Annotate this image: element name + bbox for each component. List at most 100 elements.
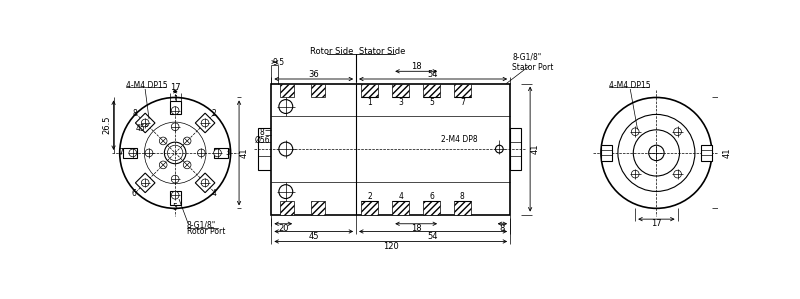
Bar — [310, 201, 325, 214]
Bar — [423, 84, 440, 97]
Polygon shape — [195, 173, 215, 193]
Bar — [258, 128, 271, 170]
Text: 20: 20 — [278, 224, 289, 233]
Circle shape — [164, 142, 186, 164]
Text: 8-G1/8"
Stator Port: 8-G1/8" Stator Port — [513, 52, 554, 72]
Text: Rotor Side: Rotor Side — [310, 47, 353, 56]
Bar — [310, 84, 325, 97]
Bar — [392, 84, 410, 97]
Text: Stator Side: Stator Side — [359, 47, 406, 56]
Text: 17: 17 — [651, 219, 662, 228]
Circle shape — [634, 130, 679, 176]
Circle shape — [202, 179, 209, 187]
Text: Rotor Port: Rotor Port — [186, 227, 225, 236]
Circle shape — [159, 137, 167, 145]
Text: 4: 4 — [212, 189, 217, 198]
Circle shape — [601, 97, 712, 208]
Bar — [392, 201, 410, 214]
Circle shape — [649, 145, 664, 161]
Text: 41: 41 — [240, 148, 249, 158]
Circle shape — [171, 123, 179, 131]
Text: 41: 41 — [531, 144, 540, 154]
Circle shape — [171, 175, 179, 183]
Text: 45: 45 — [309, 232, 319, 241]
Bar — [214, 147, 227, 158]
Text: 4: 4 — [398, 192, 403, 201]
Bar — [170, 100, 181, 115]
Circle shape — [120, 97, 230, 208]
Circle shape — [171, 107, 179, 115]
Text: 18: 18 — [411, 224, 422, 233]
Circle shape — [171, 191, 179, 199]
Text: 1: 1 — [367, 98, 372, 107]
Text: 8-G1/8": 8-G1/8" — [186, 221, 216, 230]
Circle shape — [142, 119, 149, 127]
Text: 45°: 45° — [136, 124, 150, 133]
Text: Ø56: Ø56 — [254, 135, 270, 144]
Text: 4-M4 DP15: 4-M4 DP15 — [609, 81, 650, 90]
Text: 54: 54 — [428, 232, 438, 241]
Circle shape — [144, 122, 206, 184]
Bar — [170, 191, 181, 205]
Bar — [362, 201, 378, 214]
Bar — [454, 84, 471, 97]
Text: 41: 41 — [722, 148, 732, 158]
Text: 18: 18 — [411, 62, 422, 71]
Text: 8: 8 — [500, 224, 505, 233]
Polygon shape — [195, 113, 215, 133]
Circle shape — [674, 128, 682, 136]
Bar — [701, 145, 712, 161]
Text: 120: 120 — [383, 242, 398, 251]
Text: 9.5: 9.5 — [272, 58, 284, 67]
Circle shape — [279, 142, 293, 156]
Polygon shape — [135, 113, 155, 133]
Text: 8: 8 — [460, 192, 465, 201]
Bar — [362, 84, 378, 97]
Polygon shape — [135, 173, 155, 193]
Text: 3: 3 — [226, 148, 230, 157]
Circle shape — [159, 161, 167, 169]
Circle shape — [618, 115, 695, 191]
Text: 2: 2 — [367, 192, 372, 201]
Text: 36: 36 — [308, 70, 319, 79]
Circle shape — [202, 119, 209, 127]
Circle shape — [495, 145, 503, 153]
Text: 6: 6 — [132, 189, 137, 198]
Text: 1: 1 — [173, 95, 178, 104]
Circle shape — [145, 149, 153, 157]
Text: 7: 7 — [460, 98, 465, 107]
Circle shape — [279, 100, 293, 113]
Circle shape — [129, 149, 137, 157]
Circle shape — [279, 185, 293, 199]
Text: 7: 7 — [118, 148, 123, 157]
Bar — [423, 201, 440, 214]
Text: 4-M4 DP15: 4-M4 DP15 — [126, 81, 167, 90]
Circle shape — [631, 170, 639, 178]
Text: 17: 17 — [170, 83, 181, 92]
Bar — [454, 201, 471, 214]
Bar — [601, 145, 612, 161]
Text: 5: 5 — [173, 203, 178, 212]
Text: 8: 8 — [132, 109, 137, 118]
Circle shape — [142, 179, 149, 187]
Circle shape — [183, 137, 191, 145]
Bar — [122, 147, 137, 158]
Bar — [271, 84, 510, 214]
Text: 2: 2 — [212, 109, 217, 118]
Circle shape — [214, 149, 222, 157]
Circle shape — [167, 145, 183, 161]
Bar — [280, 84, 294, 97]
Bar — [280, 201, 294, 214]
Bar — [510, 128, 521, 170]
Text: 26.5: 26.5 — [103, 116, 112, 135]
Circle shape — [674, 170, 682, 178]
Text: 54: 54 — [428, 70, 438, 79]
Circle shape — [198, 149, 205, 157]
Circle shape — [631, 128, 639, 136]
Text: 5: 5 — [429, 98, 434, 107]
Text: 2-M4 DP8: 2-M4 DP8 — [441, 135, 478, 144]
Text: 8: 8 — [260, 128, 265, 137]
Text: 6: 6 — [429, 192, 434, 201]
Circle shape — [183, 161, 191, 169]
Text: 3: 3 — [398, 98, 403, 107]
